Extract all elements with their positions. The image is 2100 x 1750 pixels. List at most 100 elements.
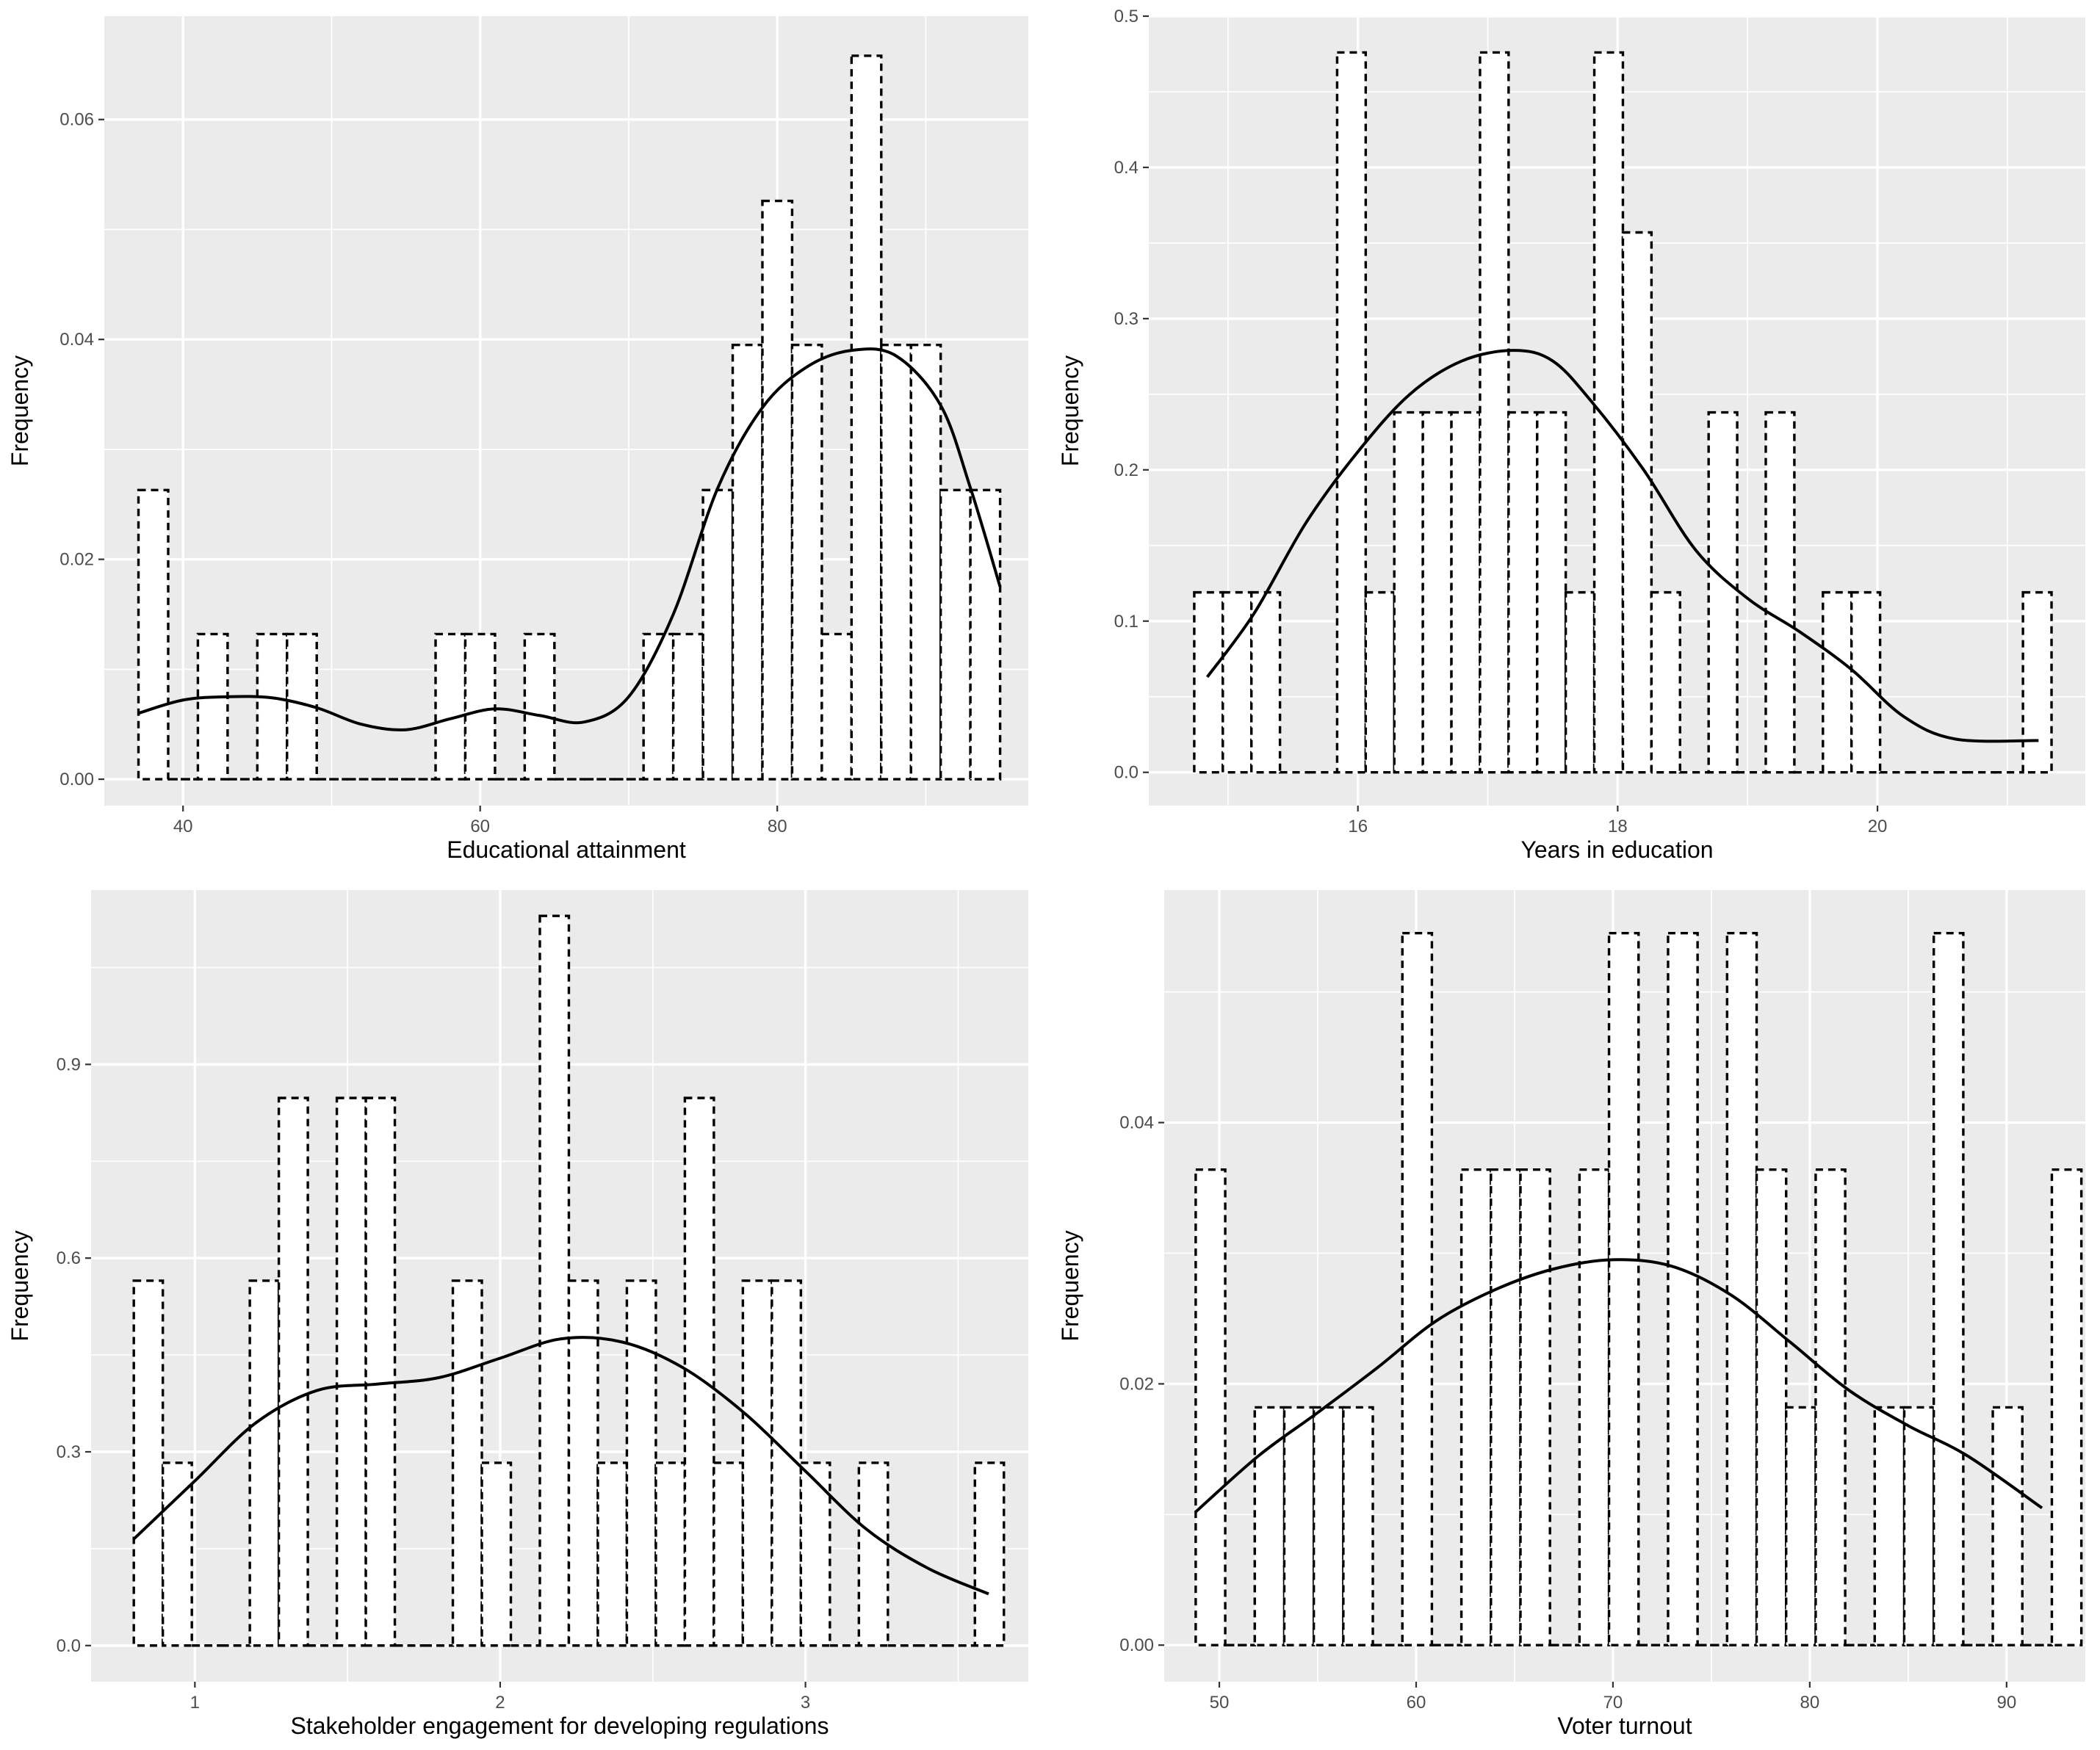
x-tick-label: 80: [768, 817, 787, 836]
x-axis-title: Years in education: [1520, 836, 1713, 863]
y-tick-label: 0.04: [59, 330, 94, 350]
histogram-bar-14: [1579, 1170, 1609, 1646]
histogram-bar-22: [762, 201, 792, 780]
histogram-bar-27: [911, 345, 940, 779]
histogram-bar-24: [1875, 1407, 1904, 1645]
panel-voter-turnout: 50 60 70 80 90 0.00 0.02 0.04 Voter turnout Frequ…: [1050, 874, 2100, 1750]
x-axis-title: Voter turnout: [1557, 1713, 1692, 1739]
histogram-bar-10: [1451, 413, 1480, 773]
y-tick-label: 0.0: [1114, 763, 1139, 783]
histogram-bar-3: [1255, 1407, 1284, 1645]
histogram-bar-14: [1566, 593, 1595, 773]
histogram-bar-10: [1462, 1170, 1491, 1646]
y-tick-label: 0.5: [1114, 7, 1139, 26]
y-tick-label: 0.1: [1114, 612, 1139, 632]
histogram-bar-28: [1993, 1407, 2022, 1645]
x-tick-label: 2: [495, 1693, 505, 1713]
x-tick-label: 16: [1348, 817, 1368, 836]
histogram-bar-18: [643, 634, 673, 779]
x-tick-label: 40: [173, 817, 193, 836]
histogram-bar-5: [1314, 1407, 1343, 1645]
histogram-bar-1: [139, 490, 168, 779]
histogram-bar-15: [540, 916, 569, 1646]
histogram-bar-28: [941, 490, 970, 779]
histogram-bar-5: [257, 634, 286, 779]
histogram-bar-1: [1196, 1170, 1225, 1646]
histogram-bar-11: [1480, 52, 1509, 772]
y-tick-label: 0.0: [57, 1636, 81, 1656]
y-axis-title: Frequency: [7, 1230, 33, 1341]
y-tick-label: 0.02: [1119, 1374, 1154, 1394]
histogram-bar-2: [1223, 593, 1252, 773]
x-tick-label: 1: [190, 1693, 200, 1713]
histogram-bar-17: [598, 1463, 627, 1646]
histogram-bar-8: [1402, 933, 1432, 1645]
histogram-bar-4: [1284, 1407, 1313, 1645]
histogram-bar-24: [822, 634, 851, 779]
histogram-bar-25: [1904, 1407, 1933, 1645]
histogram-bar-1: [134, 1281, 162, 1646]
x-tick-label: 70: [1603, 1693, 1623, 1713]
histogram-bar-2: [163, 1463, 192, 1646]
histogram-bar-6: [1337, 52, 1365, 772]
x-tick-label: 80: [1800, 1693, 1820, 1713]
histogram-bar-21: [1786, 1407, 1816, 1645]
y-tick-label: 0.04: [1119, 1113, 1154, 1133]
panel-educational-attainment: 40 60 80 0.00 0.02 0.04 0.06 Educational attain…: [0, 0, 1050, 874]
histogram-bar-8: [337, 1098, 366, 1646]
histogram-bar-7: [1365, 593, 1394, 773]
histogram-bar-30: [2023, 593, 2052, 773]
histogram-bar-17: [1668, 933, 1697, 1645]
y-tick-label: 0.2: [1114, 460, 1139, 480]
histogram-bar-9: [366, 1098, 394, 1646]
y-tick-label: 0.02: [59, 550, 94, 570]
histogram-bar-11: [436, 634, 465, 779]
histogram-bar-5: [250, 1281, 278, 1646]
y-axis-title: Frequency: [1057, 1230, 1083, 1341]
histogram-bar-25: [851, 56, 881, 779]
y-tick-label: 0.00: [1119, 1635, 1154, 1655]
chart-voter-turnout: 50 60 70 80 90 0.00 0.02 0.04 Voter turnout Frequ…: [1050, 874, 2100, 1750]
histogram-bar-22: [743, 1281, 771, 1646]
histogram-bar-20: [1757, 1170, 1786, 1646]
histogram-bar-9: [1423, 413, 1451, 773]
histogram-bar-17: [1651, 593, 1680, 773]
chart-stakeholder-engagement: 1 2 3 0.0 0.3 0.6 0.9 Stakeholder engagement fo…: [0, 874, 1050, 1750]
histogram-bar-26: [859, 1463, 887, 1646]
chart-years-in-education: 16 18 200.00.10.20.30.40.5Years in educati…: [1050, 0, 2100, 874]
x-tick-label: 50: [1210, 1693, 1230, 1713]
x-tick-label: 3: [801, 1693, 810, 1713]
histogram-bar-13: [482, 1463, 510, 1646]
x-tick-label: 90: [1996, 1693, 2016, 1713]
y-tick-label: 0.9: [57, 1055, 81, 1074]
y-tick-label: 0.4: [1114, 158, 1139, 178]
histogram-bar-16: [1623, 232, 1651, 772]
histogram-bar-8: [1394, 413, 1423, 773]
x-tick-label: 18: [1608, 817, 1628, 836]
y-tick-label: 0.3: [57, 1442, 81, 1462]
histogram-bar-18: [627, 1281, 655, 1646]
histogram-bar-26: [1934, 933, 1963, 1645]
histogram-bar-12: [1509, 413, 1537, 773]
y-axis-title: Frequency: [7, 355, 33, 466]
histogram-bar-21: [1766, 413, 1794, 773]
y-tick-label: 0.6: [57, 1248, 81, 1268]
histogram-bar-19: [1727, 933, 1756, 1645]
y-axis-title: Frequency: [1057, 355, 1083, 466]
histogram-bar-23: [792, 345, 821, 779]
histogram-bar-30: [2052, 1170, 2081, 1646]
panel-years-in-education: 16 18 20 0.0 0.1 0.2 0.3 0.4 0.5 Years in educati…: [1050, 0, 2100, 874]
histogram-bar-19: [674, 634, 703, 779]
x-axis-title: Educational attainment: [447, 836, 686, 863]
histogram-bar-3: [1252, 593, 1280, 773]
histogram-bar-12: [453, 1281, 482, 1646]
y-tick-label: 0.06: [59, 110, 94, 130]
histogram-bar-12: [1520, 1170, 1550, 1646]
x-tick-label: 60: [1407, 1693, 1426, 1713]
histogram-bar-19: [656, 1463, 685, 1646]
panel-stakeholder-engagement: 1 2 3 0.0 0.3 0.6 0.9 Stakeholder engagement fo…: [0, 874, 1050, 1750]
histogram-bar-13: [1537, 413, 1566, 773]
x-axis-title: Stakeholder engagement for developing re…: [291, 1713, 829, 1739]
histogram-bar-26: [881, 345, 911, 779]
histogram-bar-22: [1816, 1170, 1845, 1646]
